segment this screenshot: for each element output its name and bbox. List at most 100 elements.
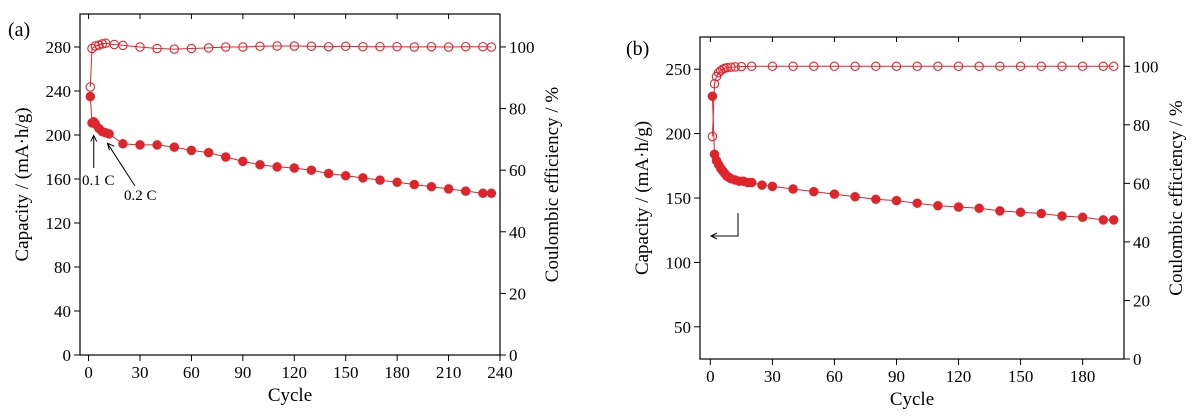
capacity-point — [460, 186, 471, 196]
y-left-tick-label: 280 — [46, 38, 72, 57]
efficiency-point — [736, 61, 747, 72]
capacity-point — [809, 186, 819, 197]
efficiency-point — [443, 42, 454, 52]
y-right-tick-label: 60 — [509, 161, 526, 180]
y-left-tick-label: 250 — [666, 60, 692, 79]
efficiency-point — [460, 41, 471, 52]
y-right-tick-label: 20 — [509, 284, 526, 303]
annotation-label: 0.2 C — [124, 188, 157, 204]
efficiency-point — [1098, 61, 1109, 72]
capacity-point — [203, 147, 214, 158]
efficiency-point — [323, 41, 334, 52]
efficiency-point — [726, 62, 736, 72]
capacity-point — [912, 198, 922, 208]
efficiency-point — [1108, 61, 1119, 72]
capacity-point — [392, 177, 402, 188]
x-tick-label: 180 — [384, 363, 410, 382]
capacity-point — [1098, 215, 1109, 225]
y-left-axis-label: Capacity / (mA·h/g) — [12, 107, 33, 261]
x-tick-label: 120 — [282, 363, 308, 382]
y-right-tick-label: 40 — [1133, 233, 1150, 252]
efficiency-point — [974, 61, 984, 72]
y-right-tick-label: 100 — [509, 38, 535, 57]
capacity-point — [1036, 208, 1047, 219]
efficiency-point — [152, 43, 162, 54]
capacity-point — [169, 142, 180, 152]
efficiency-point — [995, 61, 1005, 72]
efficiency-point — [426, 41, 437, 52]
y-left-tick-label: 0 — [63, 346, 72, 365]
capacity-point — [757, 180, 767, 190]
capacity-point — [152, 140, 162, 150]
efficiency-point — [340, 41, 351, 52]
y-right-axis-label: Coulombic efficiency / % — [1166, 100, 1187, 296]
efficiency-point — [118, 40, 128, 51]
capacity-point — [135, 140, 145, 150]
annotation-arrowhead — [90, 134, 98, 142]
series-line-2 — [89, 42, 492, 88]
y-right-tick-label: 80 — [509, 100, 526, 119]
efficiency-point — [829, 61, 840, 72]
capacity-point — [426, 181, 437, 192]
y-right-axis-label: Coulombic efficiency / % — [542, 87, 563, 283]
capacity-point — [995, 206, 1005, 216]
efficiency-point — [1057, 61, 1067, 72]
plot-frame — [699, 36, 1125, 360]
x-tick-label: 210 — [436, 363, 462, 382]
efficiency-point — [392, 41, 402, 52]
capacity-point — [746, 177, 757, 188]
y-right-tick-label: 0 — [1133, 350, 1142, 369]
capacity-point — [323, 168, 334, 179]
capacity-point — [1015, 207, 1026, 217]
efficiency-point — [709, 79, 720, 89]
series-line-1 — [89, 96, 492, 194]
plot-frame — [79, 13, 501, 356]
capacity-point — [289, 163, 300, 173]
capacity-point — [238, 156, 248, 167]
efficiency-point — [809, 61, 819, 72]
capacity-point — [443, 184, 454, 194]
efficiency-point — [1036, 61, 1047, 72]
x-axis-label: Cycle — [268, 385, 312, 406]
capacity-point — [186, 145, 197, 156]
y-left-tick-label: 80 — [54, 258, 71, 277]
series-line-2 — [711, 65, 1114, 137]
efficiency-point — [912, 61, 922, 72]
capacity-point — [306, 165, 317, 175]
y-left-tick-label: 120 — [46, 214, 72, 233]
capacity-point — [85, 91, 96, 102]
y-left-tick-label: 200 — [666, 125, 692, 144]
capacity-point — [933, 200, 943, 211]
capacity-point — [478, 188, 488, 199]
capacity-point — [829, 189, 840, 199]
efficiency-point — [746, 61, 757, 72]
capacity-point — [891, 195, 902, 206]
efficiency-point — [375, 41, 385, 52]
capacity-point — [272, 162, 282, 172]
x-tick-label: 90 — [234, 363, 251, 382]
efficiency-point — [203, 43, 214, 53]
capacity-point — [850, 191, 860, 202]
efficiency-point — [767, 61, 778, 72]
y-right-tick-label: 0 — [509, 346, 518, 365]
axis-indicator-arrowhead — [709, 232, 718, 240]
efficiency-point — [891, 61, 902, 72]
capacity-point — [220, 152, 231, 162]
capacity-point — [255, 159, 265, 170]
efficiency-point — [850, 61, 860, 72]
y-right-tick-label: 80 — [1133, 116, 1150, 135]
capacity-point — [1057, 211, 1067, 221]
axis-indicator-arrow — [711, 213, 739, 237]
capacity-point — [953, 202, 964, 212]
efficiency-point — [1015, 61, 1026, 72]
efficiency-point — [730, 62, 740, 72]
efficiency-point — [306, 41, 317, 52]
efficiency-point — [85, 82, 96, 92]
y-left-tick-label: 100 — [666, 253, 692, 272]
efficiency-point — [135, 42, 145, 52]
capacity-point — [871, 194, 881, 205]
efficiency-point — [289, 41, 300, 51]
efficiency-point — [358, 41, 368, 52]
annotation-arrow — [107, 143, 136, 187]
